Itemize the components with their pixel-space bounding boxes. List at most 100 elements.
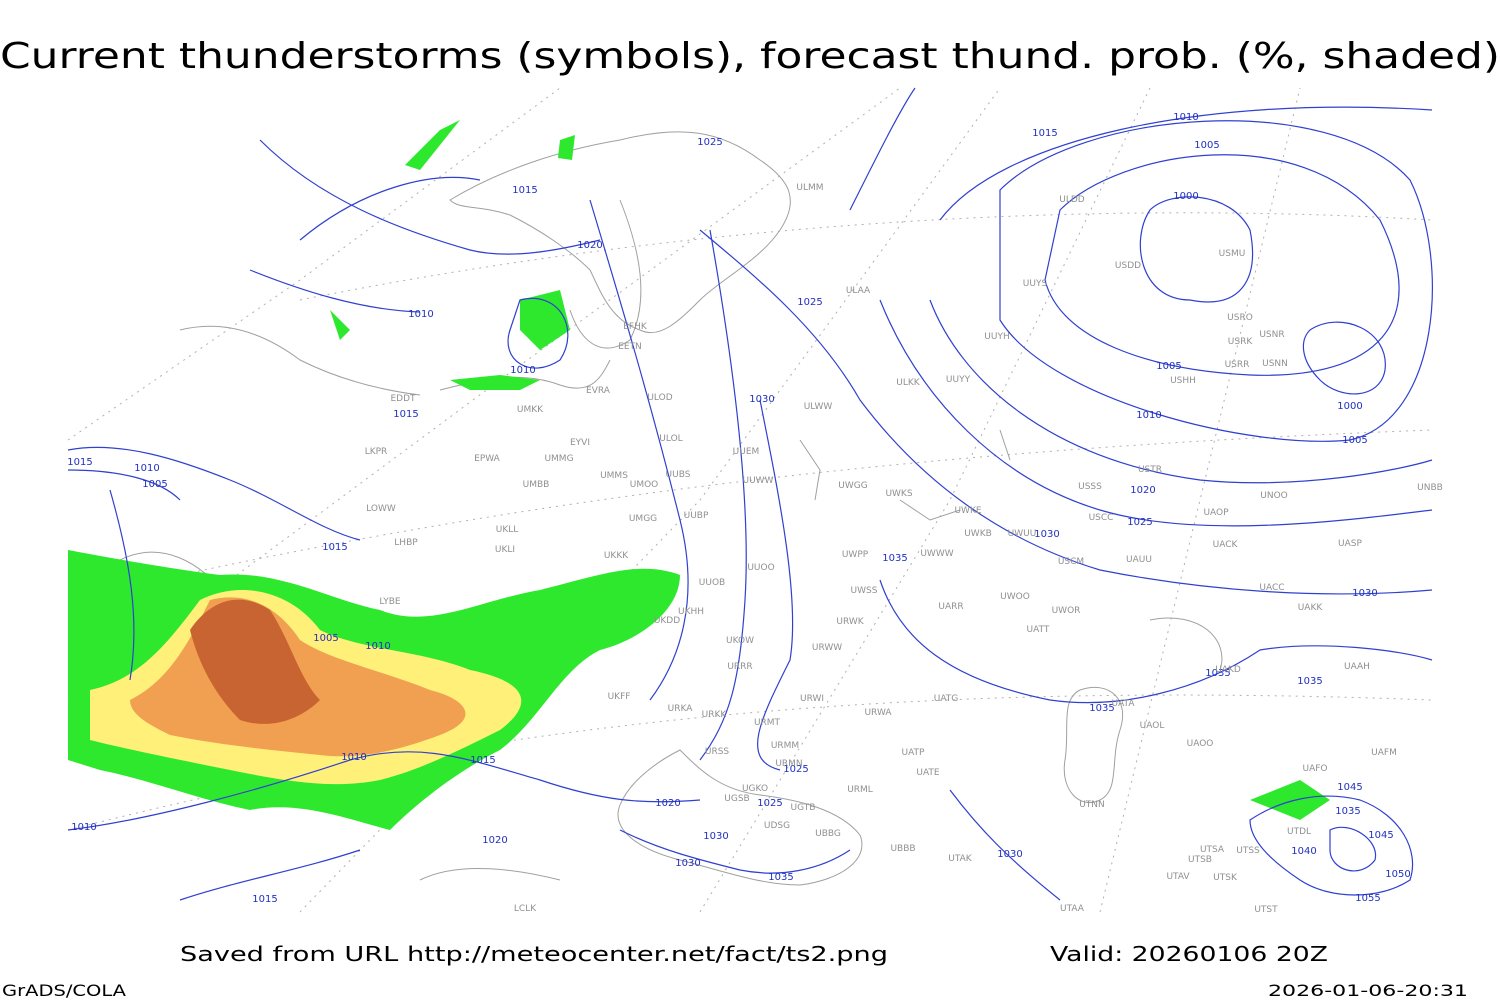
station-label: LKPR: [365, 447, 388, 457]
station-label: USNR: [1259, 330, 1284, 340]
isobar-label: 1035: [1297, 676, 1322, 687]
isobar-label: 1020: [655, 798, 680, 809]
station-label: URWI: [800, 694, 824, 704]
station-label: ULOD: [647, 393, 672, 403]
station-label: URKK: [702, 710, 728, 720]
station-label: UAOO: [1187, 739, 1214, 749]
station-label: URMM: [771, 741, 799, 751]
station-label: URWA: [864, 708, 892, 718]
isobar-label: 1015: [322, 542, 347, 553]
station-label: UATP: [902, 748, 926, 758]
isobar-label: 1035: [1205, 668, 1230, 679]
station-label: USRR: [1225, 360, 1250, 370]
station-label: UAAH: [1344, 662, 1370, 672]
station-label: UGSB: [724, 794, 749, 804]
isobar-label: 1005: [142, 479, 167, 490]
isobar-label: 1015: [252, 894, 277, 905]
station-label: UTNN: [1079, 800, 1105, 810]
station-label: UAOL: [1140, 721, 1165, 731]
isobar-label: 1005: [1194, 140, 1219, 151]
station-label: UAOP: [1203, 508, 1229, 518]
isobar-label: 1050: [1385, 869, 1410, 880]
station-label: UUOO: [747, 563, 774, 573]
station-label: EYVI: [570, 438, 590, 448]
station-label: UAKK: [1298, 603, 1324, 613]
isobar-label: 1020: [482, 835, 507, 846]
station-label: UBBG: [815, 829, 841, 839]
footer-source: Saved from URL http://meteocenter.net/fa…: [180, 942, 888, 966]
station-label: UUBP: [684, 511, 709, 521]
station-label: UUWW: [743, 476, 774, 486]
isobar-label: 1015: [67, 457, 92, 468]
isobar-label: 1025: [1127, 517, 1152, 528]
station-label: UMKK: [517, 405, 544, 415]
station-label: USRO: [1227, 313, 1253, 323]
station-labels: ULMM ULDD USDD USMU UUYS ULAA USRO USRK USNR UUYH…: [365, 183, 1443, 915]
station-label: USDD: [1115, 261, 1141, 271]
station-label: UTSK: [1213, 873, 1238, 883]
station-label: UMOO: [630, 480, 659, 490]
station-label: UUYS: [1023, 279, 1048, 289]
station-label: USCC: [1089, 513, 1114, 523]
station-label: UATG: [934, 694, 959, 704]
station-label: UUOB: [699, 578, 725, 588]
station-label: UATA: [1111, 699, 1135, 709]
station-label: EDDT: [390, 394, 416, 404]
station-label: UWUU: [1008, 529, 1037, 539]
station-label: UKKK: [604, 551, 629, 561]
station-label: UNOO: [1260, 491, 1288, 501]
station-label: UKHH: [678, 607, 704, 617]
isobar-label: 1035: [1089, 703, 1114, 714]
station-label: ULWW: [804, 402, 833, 412]
isobar-label: 1010: [341, 752, 366, 763]
isobar-label: 1040: [1291, 846, 1316, 857]
isobar-label: 1055: [1355, 893, 1380, 904]
station-label: ULDD: [1059, 195, 1085, 205]
station-label: EPWA: [474, 454, 501, 464]
station-label: UAUU: [1126, 555, 1152, 565]
station-label: ULAA: [846, 286, 871, 296]
isobar-labels: 1015 1010 1005 1000 1025 1015 1020 1010 1010 1015…: [67, 112, 1410, 905]
station-label: EFHK: [623, 322, 648, 332]
shading: [68, 120, 1330, 830]
isobar-label: 1015: [512, 185, 537, 196]
station-label: UTSB: [1188, 855, 1212, 865]
station-label: UMBB: [523, 480, 550, 490]
station-label: UACK: [1213, 540, 1239, 550]
station-label: URML: [847, 785, 873, 795]
station-label: UKFF: [608, 692, 631, 702]
station-label: UTSA: [1200, 845, 1225, 855]
station-label: URMT: [754, 718, 781, 728]
station-label: UWSS: [851, 586, 878, 596]
isobar-label: 1010: [71, 822, 96, 833]
station-label: UTAV: [1166, 872, 1190, 882]
station-label: URKA: [668, 704, 694, 714]
station-label: UTAA: [1060, 904, 1085, 914]
isobar-label: 1025: [757, 798, 782, 809]
station-label: UMGG: [629, 514, 657, 524]
station-label: EETN: [618, 342, 642, 352]
station-label: UTDL: [1287, 827, 1311, 837]
station-label: UKDD: [654, 616, 680, 626]
isobar-label: 1020: [1130, 485, 1155, 496]
isobar-label: 1030: [1034, 529, 1059, 540]
isobar-label: 1010: [1136, 410, 1161, 421]
station-label: URSS: [705, 747, 730, 757]
station-label: EVRA: [586, 386, 611, 396]
station-label: ULOL: [659, 434, 682, 444]
station-label: UAFO: [1302, 764, 1327, 774]
isobar-label: 1030: [703, 831, 728, 842]
isobar-label: 1010: [408, 309, 433, 320]
station-label: UGTB: [791, 803, 816, 813]
station-label: UWWW: [920, 549, 953, 559]
isobar-label: 1010: [510, 365, 535, 376]
isobar-label: 1005: [313, 633, 338, 644]
station-label: UARR: [938, 602, 963, 612]
isobar-label: 1035: [1335, 806, 1360, 817]
title: Current thunderstorms (symbols), forecas…: [0, 36, 1500, 77]
station-label: LOWW: [366, 504, 396, 514]
isobar-label: 1015: [470, 755, 495, 766]
station-label: URRR: [727, 662, 752, 672]
isobar-label: 1020: [577, 240, 602, 251]
station-label: ULKK: [896, 378, 921, 388]
